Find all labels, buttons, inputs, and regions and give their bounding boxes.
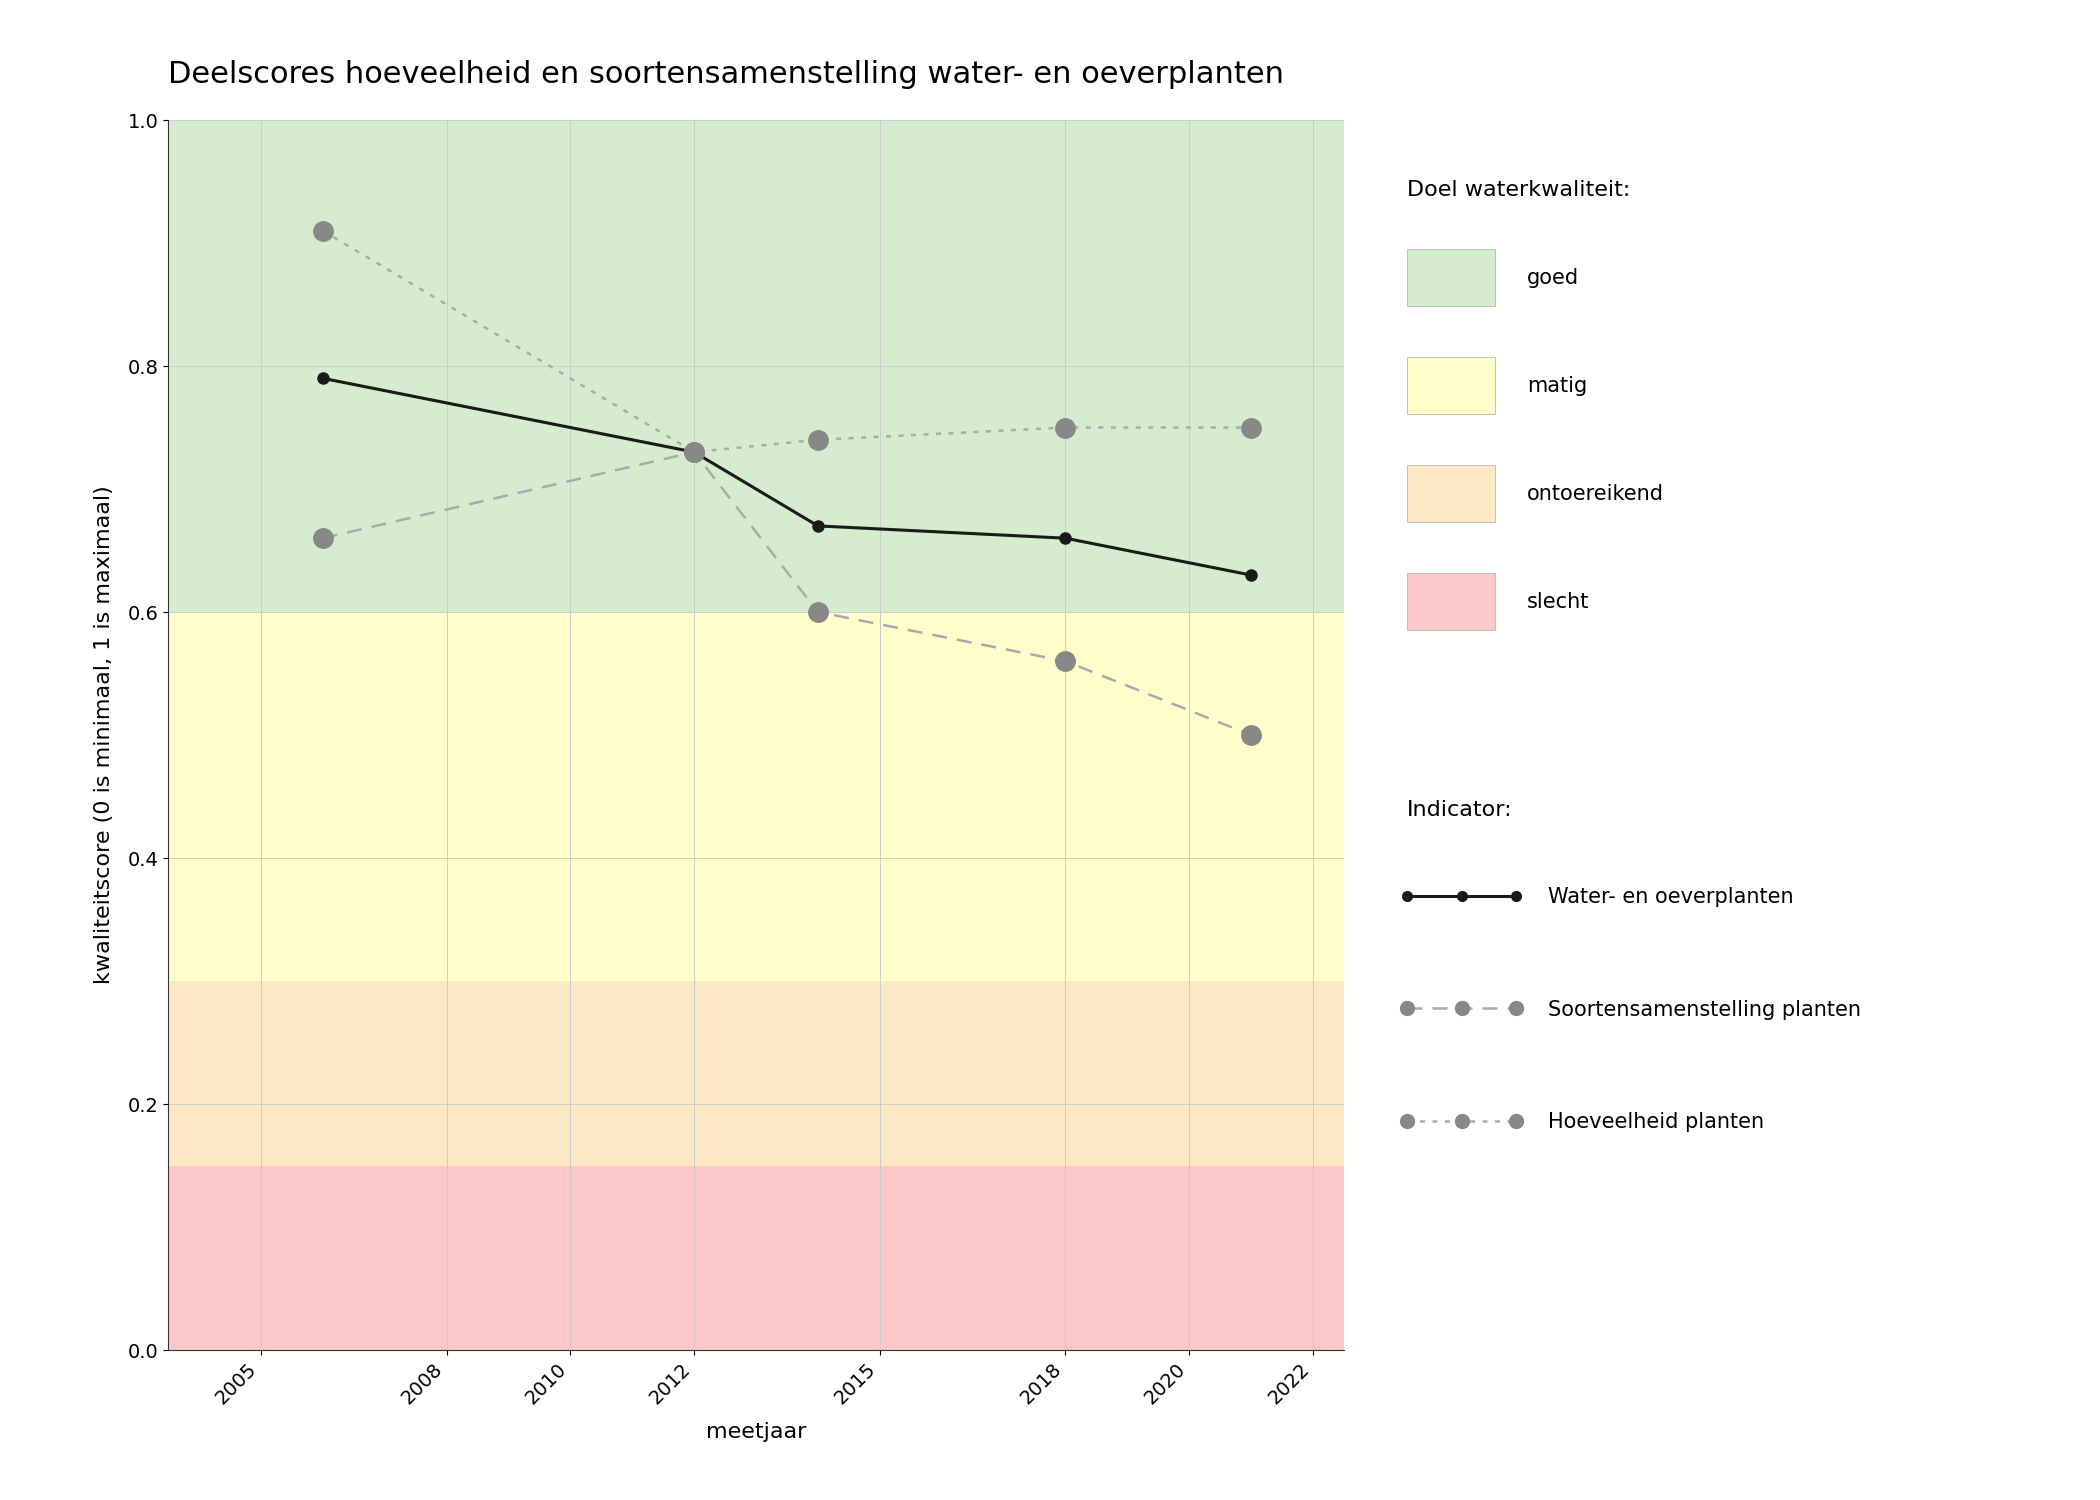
Bar xyxy=(168,120,1344,612)
Text: Water- en oeverplanten: Water- en oeverplanten xyxy=(1548,886,1793,908)
Text: slecht: slecht xyxy=(1527,591,1590,612)
Y-axis label: kwaliteitscore (0 is minimaal, 1 is maximaal): kwaliteitscore (0 is minimaal, 1 is maxi… xyxy=(94,486,113,984)
X-axis label: meetjaar: meetjaar xyxy=(706,1422,806,1442)
Text: matig: matig xyxy=(1527,375,1588,396)
Text: Soortensamenstelling planten: Soortensamenstelling planten xyxy=(1548,999,1861,1020)
Text: Indicator:: Indicator: xyxy=(1407,800,1512,819)
Bar xyxy=(168,612,1344,981)
Text: Deelscores hoeveelheid en soortensamenstelling water- en oeverplanten: Deelscores hoeveelheid en soortensamenst… xyxy=(168,60,1283,88)
Text: Hoeveelheid planten: Hoeveelheid planten xyxy=(1548,1112,1764,1132)
Text: ontoereikend: ontoereikend xyxy=(1527,483,1663,504)
Text: Doel waterkwaliteit:: Doel waterkwaliteit: xyxy=(1407,180,1630,200)
Bar xyxy=(168,1166,1344,1350)
Text: goed: goed xyxy=(1527,267,1579,288)
Bar xyxy=(168,981,1344,1166)
